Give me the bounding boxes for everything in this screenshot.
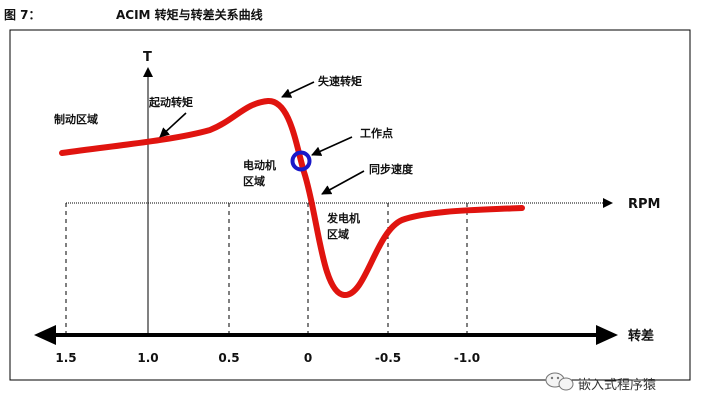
slip-tick-labels: 1.5 1.0 0.5 0 -0.5 -1.0 xyxy=(55,351,480,365)
rpm-axis-label: RPM xyxy=(628,197,660,212)
generator-region-label-line1: 发电机 xyxy=(326,211,360,225)
braking-region-label: 制动区域 xyxy=(54,112,98,126)
generator-region-label-line2: 区域 xyxy=(327,227,349,241)
y-axis-label: T xyxy=(143,50,152,65)
tick-label: -1.0 xyxy=(454,351,480,365)
motor-region-label-line2: 区域 xyxy=(243,174,265,188)
motor-region-label-line1: 电动机 xyxy=(243,158,276,172)
chart-frame xyxy=(9,29,691,381)
torque-slip-curve xyxy=(59,97,525,298)
tick-label: 1.5 xyxy=(55,351,76,365)
wechat-icon xyxy=(545,372,574,391)
arrow-operating-point xyxy=(311,136,353,156)
figure-title: ACIM 转矩与转差关系曲线 xyxy=(116,7,263,22)
breakdown-torque-label: 失速转矩 xyxy=(318,74,362,88)
slip-axis-left-arrow xyxy=(34,325,56,345)
annotation-arrows xyxy=(159,81,365,195)
operating-point-label: 工作点 xyxy=(360,126,393,140)
dashed-gridlines xyxy=(65,203,468,335)
arrow-sync-speed xyxy=(321,170,365,195)
figure-number: 图 7： xyxy=(4,8,41,22)
sync-speed-label: 同步速度 xyxy=(369,162,414,176)
starting-torque-label: 起动转矩 xyxy=(148,95,193,109)
tick-label: 0.5 xyxy=(218,351,239,365)
watermark-text: 嵌入式程序猿 xyxy=(578,378,656,393)
slip-axis-label: 转差 xyxy=(628,328,654,344)
watermark: 嵌入式程序猿 xyxy=(545,372,656,393)
tick-label: 1.0 xyxy=(137,351,158,365)
arrow-breakdown-torque xyxy=(281,81,315,98)
tick-label: 0 xyxy=(304,351,312,365)
slip-axis-right-arrow xyxy=(596,325,618,345)
arrow-starting-torque xyxy=(159,112,187,138)
operating-point-circle xyxy=(290,150,312,172)
tick-label: -0.5 xyxy=(375,351,401,365)
